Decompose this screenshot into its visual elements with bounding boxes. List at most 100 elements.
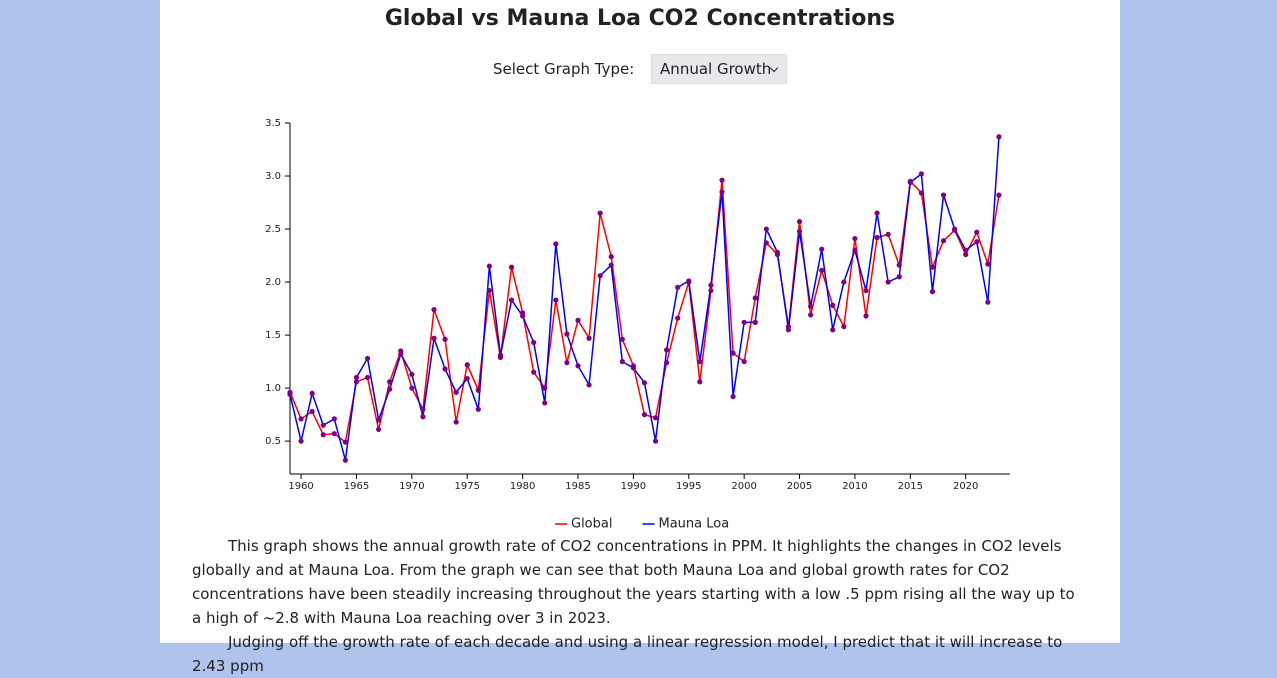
data-point [475, 406, 481, 412]
data-point [741, 358, 747, 365]
data-point [763, 240, 769, 246]
data-point [586, 382, 592, 388]
data-point [675, 315, 681, 321]
select-label: Select Graph Type: [492, 60, 635, 78]
data-point [664, 360, 670, 366]
data-point [497, 352, 504, 358]
description: This graph shows the annual growth rate … [192, 534, 1087, 678]
y-tick-label: 3.0 [265, 171, 281, 182]
data-point [896, 274, 902, 280]
data-point [985, 299, 991, 305]
data-point [353, 379, 360, 385]
y-tick-label: 1.5 [265, 330, 281, 341]
data-point [420, 406, 426, 412]
data-point [564, 331, 570, 337]
data-point [940, 192, 947, 198]
x-tick-label: 2000 [731, 481, 756, 492]
data-point [608, 254, 614, 260]
data-point [963, 251, 969, 258]
data-point [830, 302, 836, 308]
x-tick-label: 2015 [898, 481, 923, 492]
x-tick-label: 2010 [842, 481, 867, 492]
x-tick-label: 1960 [288, 481, 313, 492]
x-tick-label: 1975 [455, 481, 480, 492]
data-point [309, 408, 315, 415]
data-point [918, 171, 924, 177]
data-point [342, 457, 348, 463]
page-title: Global vs Mauna Loa CO2 Concentrations [384, 6, 896, 31]
data-point [597, 273, 603, 279]
chart: 0.5 1.0 1.5 2.0 2.5 3.0 3.5 1960 1965 1970 1975 198… [265, 118, 1010, 532]
x-tick-label: 2020 [953, 481, 978, 492]
data-point [819, 246, 825, 252]
data-point [464, 362, 470, 368]
y-tick-label: 1.0 [265, 383, 281, 394]
data-point [331, 416, 337, 422]
data-point [652, 438, 659, 444]
data-point [298, 438, 304, 444]
data-point [796, 219, 803, 225]
y-tick-label: 3.5 [265, 118, 281, 129]
x-tick-label: 1965 [344, 481, 369, 492]
data-point [586, 335, 592, 341]
y-tick-label: 2.0 [265, 277, 281, 288]
graph-type-select[interactable]: Annual Growth [651, 54, 788, 84]
data-point [641, 380, 648, 386]
data-point [542, 385, 548, 391]
data-point [708, 282, 714, 288]
data-point [553, 241, 559, 247]
data-point [863, 313, 869, 319]
data-point [752, 319, 758, 325]
data-point [630, 365, 636, 371]
data-point [697, 358, 703, 365]
y-tick-label: 2.5 [265, 224, 281, 235]
data-point [896, 262, 902, 268]
data-point [974, 229, 980, 235]
data-point [353, 374, 360, 381]
data-point [619, 336, 625, 342]
data-point [608, 262, 614, 268]
data-point [996, 192, 1002, 198]
data-point [597, 210, 603, 216]
x-tick-label: 1990 [621, 481, 646, 492]
controls: Select Graph Type: Annual Growth [160, 54, 1120, 84]
paragraph: This graph shows the annual growth rate … [192, 537, 1075, 627]
data-point [796, 228, 803, 234]
data-point [940, 238, 947, 244]
data-point [664, 347, 670, 353]
data-point [431, 335, 437, 341]
data-point [819, 267, 825, 273]
data-point [841, 279, 847, 285]
data-point [464, 375, 470, 382]
data-point [376, 426, 382, 433]
data-point [531, 339, 537, 346]
x-tick-label: 1985 [565, 481, 590, 492]
data-point [486, 287, 492, 294]
data-point [453, 419, 459, 425]
x-tick-label: 2005 [787, 481, 812, 492]
data-point [553, 297, 559, 303]
data-point [542, 400, 548, 406]
data-point [774, 249, 780, 255]
data-point [752, 295, 758, 301]
data-point [342, 439, 348, 445]
data-point [730, 393, 736, 400]
data-point [564, 360, 570, 366]
data-point [320, 422, 326, 428]
data-point [885, 231, 891, 237]
data-point [409, 385, 415, 391]
data-point [852, 247, 858, 253]
data-point [763, 226, 769, 232]
paragraph: Judging off the growth rate of each deca… [192, 633, 1063, 675]
data-point [298, 416, 304, 422]
data-point [708, 287, 714, 294]
data-point [852, 235, 858, 242]
data-point [996, 134, 1002, 140]
data-point [697, 379, 703, 385]
data-point [741, 319, 747, 325]
data-point [364, 374, 371, 381]
data-point [442, 336, 448, 342]
y-tick-label: 0.5 [265, 436, 281, 447]
data-point [619, 358, 625, 365]
data-point [652, 415, 659, 421]
